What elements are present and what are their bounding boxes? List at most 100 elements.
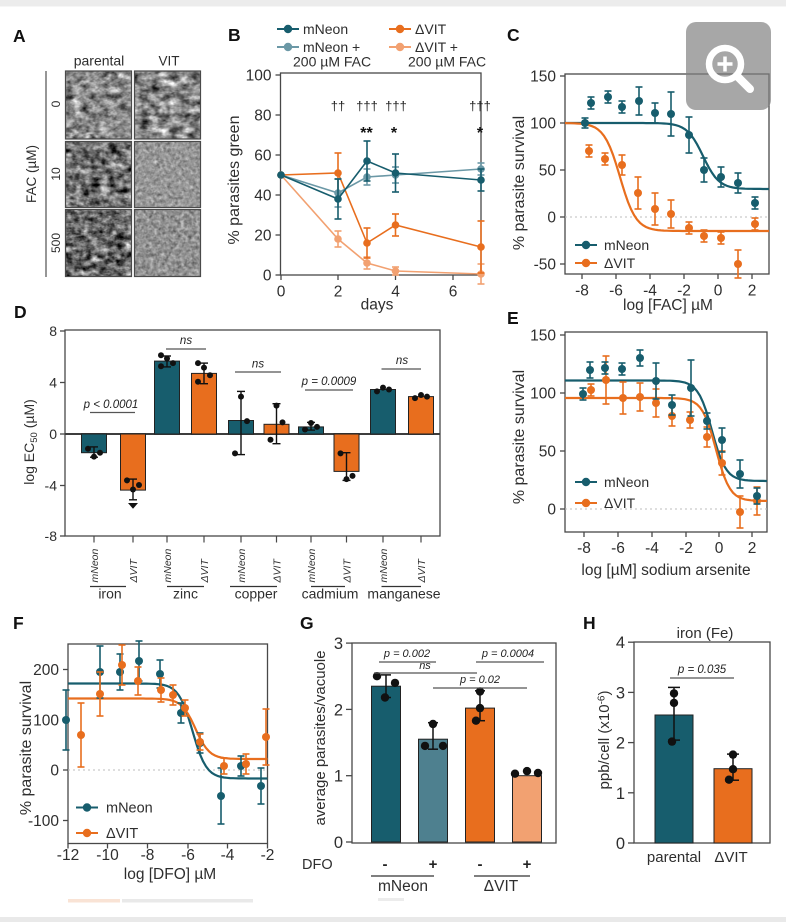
svg-text:3: 3	[616, 684, 625, 702]
svg-text:††: ††	[331, 99, 345, 114]
svg-text:ns: ns	[180, 335, 192, 347]
svg-text:p = 0.035: p = 0.035	[677, 664, 727, 676]
svg-text:ΔVIT: ΔVIT	[199, 558, 211, 584]
svg-text:-8: -8	[141, 847, 155, 864]
svg-text:% parasite survival: % parasite survival	[511, 116, 528, 250]
svg-text:0: 0	[49, 100, 63, 107]
svg-text:0: 0	[714, 283, 723, 300]
svg-text:150: 150	[530, 328, 556, 345]
svg-text:150: 150	[530, 69, 556, 86]
svg-text:mNeon: mNeon	[604, 237, 649, 253]
svg-text:E: E	[507, 308, 519, 328]
svg-text:B: B	[228, 25, 241, 45]
svg-text:0: 0	[547, 502, 556, 519]
svg-text:log [µM] sodium arsenite: log [µM] sodium arsenite	[581, 562, 750, 579]
svg-text:G: G	[300, 613, 314, 633]
svg-text:p < 0.0001: p < 0.0001	[83, 399, 139, 411]
svg-text:-6: -6	[181, 847, 195, 864]
svg-text:4: 4	[391, 284, 400, 301]
svg-text:1: 1	[334, 768, 343, 786]
svg-text:†††: †††	[356, 99, 378, 114]
svg-text:0: 0	[49, 426, 57, 442]
svg-text:log EC50 (µM): log EC50 (µM)	[21, 399, 40, 485]
svg-text:-50: -50	[534, 257, 557, 274]
svg-text:-4: -4	[645, 540, 659, 557]
svg-text:iron: iron	[98, 586, 121, 602]
svg-text:ΔVIT: ΔVIT	[106, 826, 138, 842]
svg-text:ΔVIT: ΔVIT	[604, 495, 636, 511]
svg-text:days: days	[361, 297, 394, 314]
svg-text:*: *	[391, 125, 398, 142]
svg-text:H: H	[583, 613, 596, 633]
svg-text:iron (Fe): iron (Fe)	[677, 625, 734, 642]
svg-text:-2: -2	[679, 540, 693, 557]
svg-text:6: 6	[449, 284, 458, 301]
svg-text:average parasites/vacuole: average parasites/vacuole	[312, 650, 329, 825]
svg-text:manganese: manganese	[367, 586, 440, 602]
svg-text:ΔVIT: ΔVIT	[714, 849, 747, 866]
svg-text:mNeon: mNeon	[162, 548, 174, 582]
svg-text:ns: ns	[419, 660, 431, 672]
svg-text:500: 500	[49, 233, 63, 253]
svg-text:% parasite survival: % parasite survival	[18, 681, 35, 815]
svg-text:F: F	[13, 613, 24, 633]
svg-text:-8: -8	[45, 528, 58, 544]
svg-text:+: +	[429, 856, 438, 873]
svg-text:ppb/cell (x10-6): ppb/cell (x10-6)	[596, 691, 613, 790]
svg-text:VIT: VIT	[158, 54, 179, 69]
svg-text:20: 20	[254, 228, 272, 245]
svg-text:3: 3	[334, 635, 343, 653]
svg-text:†††: †††	[469, 99, 491, 114]
svg-text:10: 10	[49, 167, 63, 181]
svg-text:†††: †††	[385, 99, 407, 114]
svg-text:-8: -8	[575, 283, 589, 300]
svg-text:2: 2	[748, 283, 757, 300]
svg-text:40: 40	[254, 188, 272, 205]
svg-text:4: 4	[616, 634, 625, 652]
svg-text:log [DFO] µM: log [DFO] µM	[124, 866, 216, 883]
svg-text:-8: -8	[577, 540, 591, 557]
svg-text:1: 1	[616, 785, 625, 803]
svg-text:FAC (µM): FAC (µM)	[24, 145, 39, 203]
svg-text:ΔVIT: ΔVIT	[416, 558, 428, 584]
svg-text:zinc: zinc	[173, 586, 198, 602]
svg-text:-4: -4	[221, 847, 235, 864]
svg-text:100: 100	[33, 713, 59, 730]
svg-text:2: 2	[334, 701, 343, 719]
svg-text:0: 0	[50, 763, 59, 780]
svg-text:50: 50	[539, 163, 557, 180]
svg-text:log [FAC] µM: log [FAC] µM	[623, 297, 713, 314]
svg-text:ns: ns	[396, 355, 408, 367]
svg-text:ΔVIT: ΔVIT	[272, 558, 284, 584]
svg-text:200 µM FAC: 200 µM FAC	[408, 54, 486, 70]
svg-text:ΔVIT: ΔVIT	[484, 878, 519, 895]
svg-text:% parasites green: % parasites green	[226, 116, 243, 245]
svg-text:mNeon: mNeon	[306, 548, 318, 582]
svg-text:copper: copper	[235, 586, 278, 602]
svg-text:100: 100	[530, 116, 556, 133]
svg-text:mNeon: mNeon	[604, 474, 649, 490]
svg-text:ΔVIT: ΔVIT	[415, 21, 447, 37]
svg-text:*: *	[477, 125, 484, 142]
svg-text:ΔVIT: ΔVIT	[128, 558, 140, 584]
svg-text:**: **	[360, 125, 373, 142]
svg-text:100: 100	[246, 68, 272, 85]
svg-text:% parasite survival: % parasite survival	[511, 370, 528, 504]
svg-text:-4: -4	[45, 478, 58, 494]
svg-text:D: D	[14, 302, 27, 322]
svg-text:2: 2	[334, 284, 343, 301]
svg-text:2: 2	[616, 735, 625, 753]
svg-text:+: +	[523, 856, 532, 873]
svg-text:ΔVIT: ΔVIT	[604, 255, 636, 271]
svg-text:0: 0	[277, 284, 286, 301]
svg-text:-: -	[478, 856, 483, 873]
svg-text:ΔVIT: ΔVIT	[342, 558, 354, 584]
svg-text:ΔVIT +: ΔVIT +	[415, 39, 458, 55]
svg-text:-12: -12	[57, 847, 79, 864]
svg-text:200: 200	[33, 662, 59, 679]
svg-text:0: 0	[334, 834, 343, 852]
svg-text:p = 0.02: p = 0.02	[459, 674, 500, 686]
svg-text:-6: -6	[609, 283, 623, 300]
svg-text:p = 0.0004: p = 0.0004	[481, 648, 534, 660]
svg-text:mNeon: mNeon	[236, 548, 248, 582]
